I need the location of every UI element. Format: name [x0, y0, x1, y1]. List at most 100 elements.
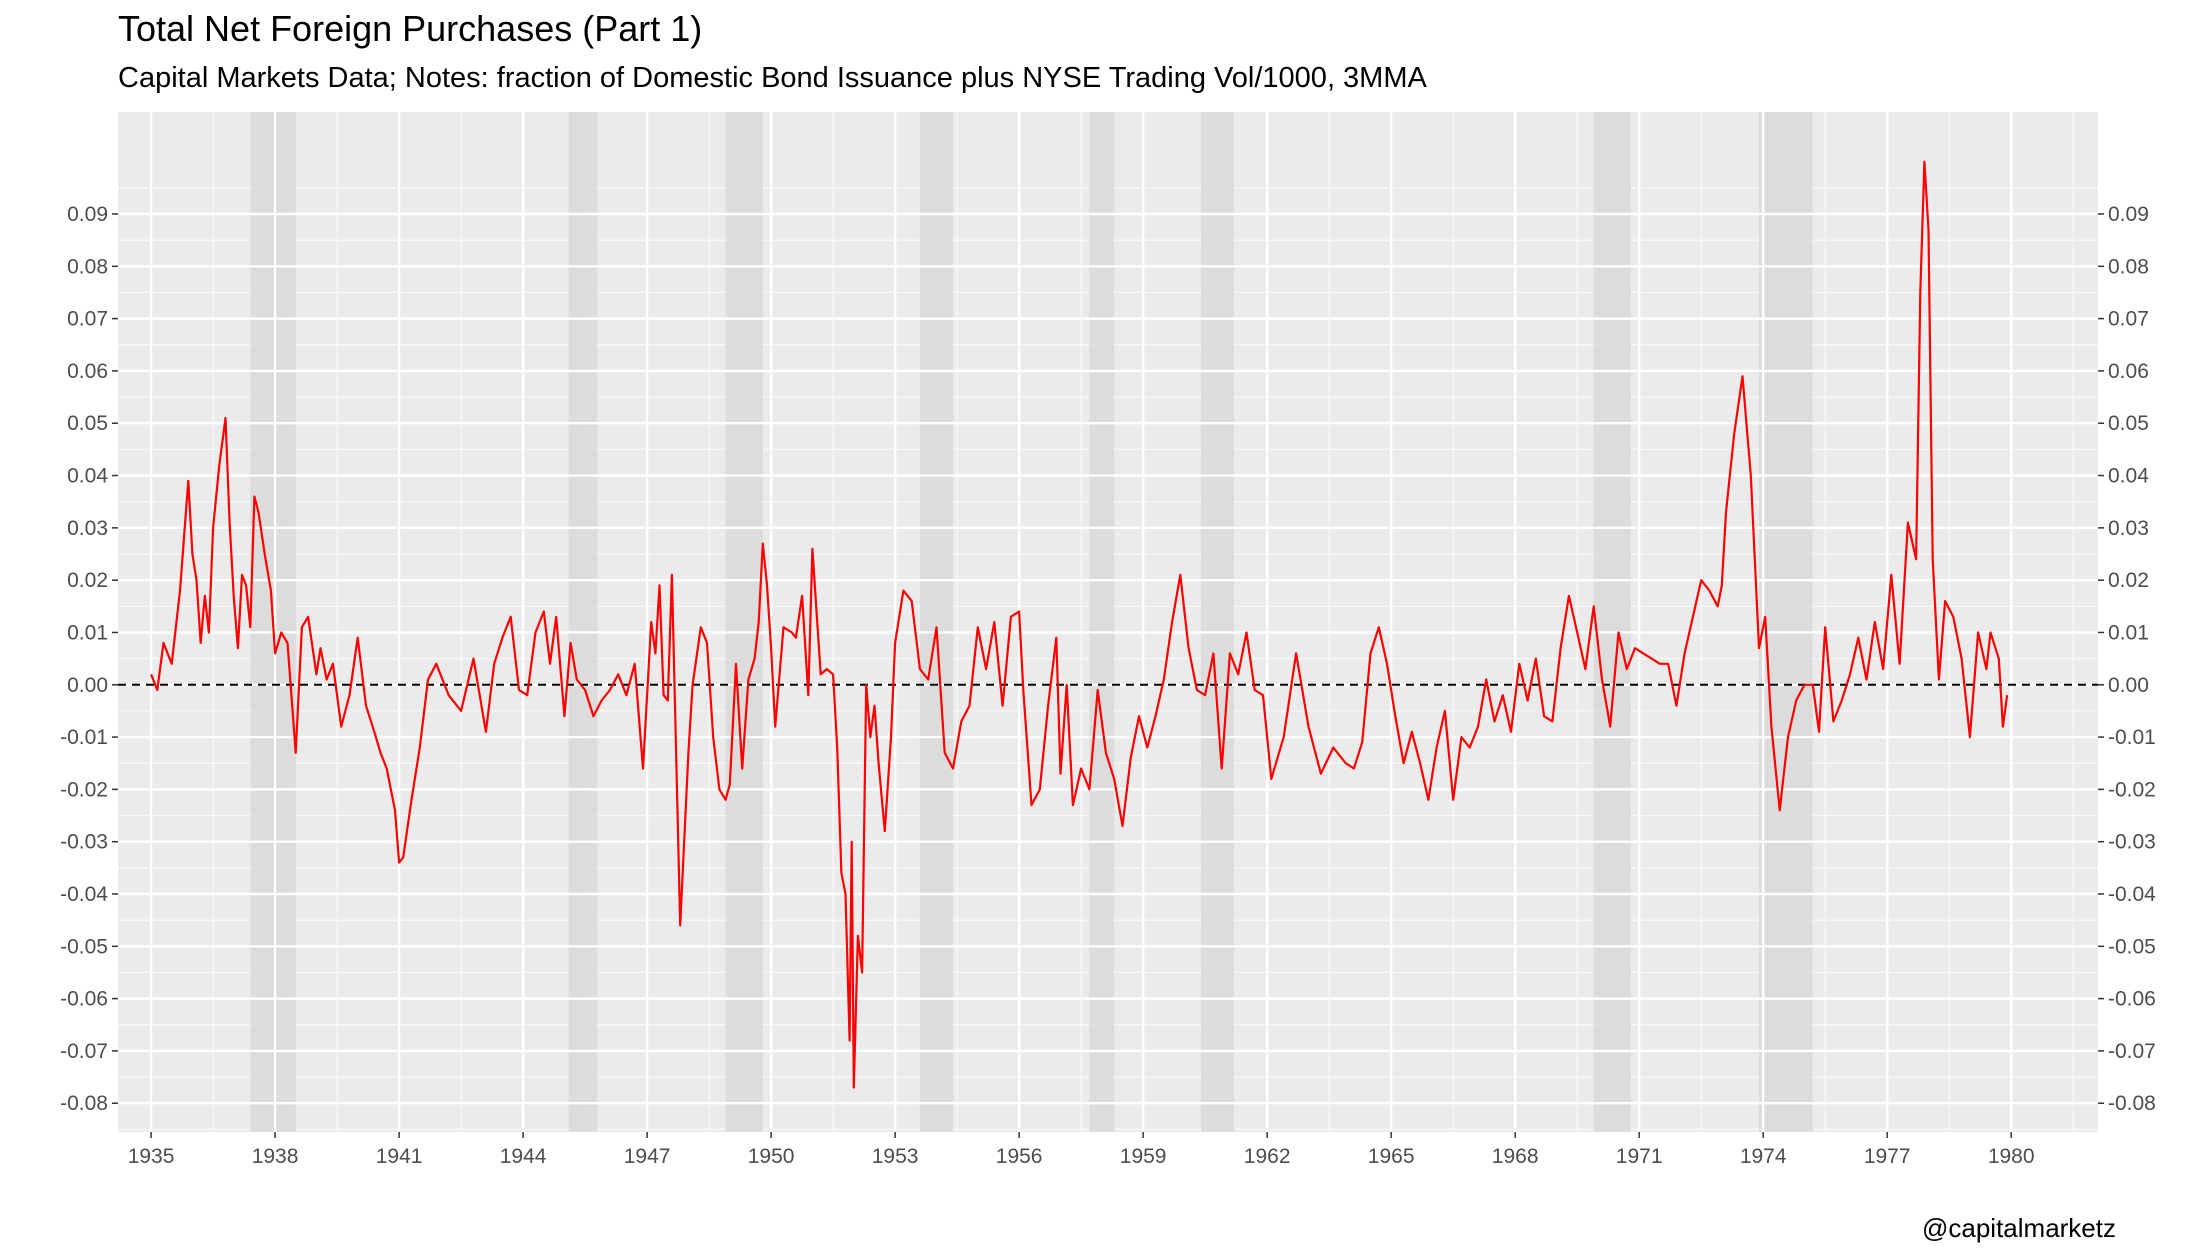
y-tick-right: -0.04: [2098, 883, 2156, 906]
y-tick-label: 0.02: [67, 569, 108, 592]
y-tick-label: 0.06: [67, 360, 108, 383]
y-tick-label: -0.02: [2108, 778, 2156, 801]
y-tick-label: -0.08: [60, 1092, 108, 1115]
y-tick-left: 0.06: [67, 360, 118, 383]
y-tick-label: 0.01: [67, 621, 108, 644]
x-tick: 1944: [500, 1132, 547, 1168]
y-tick-label: 0.06: [2108, 360, 2149, 383]
x-tick-label: 1938: [252, 1145, 299, 1168]
y-tick-left: -0.08: [60, 1092, 118, 1115]
x-tick: 1968: [1492, 1132, 1539, 1168]
y-tick-label: -0.07: [60, 1040, 108, 1063]
y-tick-right: 0.00: [2098, 674, 2149, 697]
y-tick-label: -0.02: [60, 778, 108, 801]
y-tick-left: 0.04: [67, 465, 118, 488]
y-tick-left: -0.03: [60, 831, 118, 854]
y-tick-right: -0.05: [2098, 935, 2156, 958]
chart-title: Total Net Foreign Purchases (Part 1): [118, 8, 703, 49]
x-tick-label: 1968: [1492, 1145, 1539, 1168]
y-tick-left: 0.00: [67, 674, 118, 697]
y-tick-label: 0.02: [2108, 569, 2149, 592]
y-tick-left: -0.02: [60, 778, 118, 801]
y-tick-label: 0.04: [67, 465, 108, 488]
y-tick-left: 0.01: [67, 621, 118, 644]
y-tick-right: 0.02: [2098, 569, 2149, 592]
y-tick-label: 0.07: [2108, 308, 2149, 331]
y-tick-left: -0.01: [60, 726, 118, 749]
y-tick-right: 0.08: [2098, 255, 2149, 278]
x-tick: 1962: [1244, 1132, 1291, 1168]
y-tick-label: 0.04: [2108, 465, 2149, 488]
y-tick-label: -0.06: [60, 988, 108, 1011]
y-tick-label: 0.03: [67, 517, 108, 540]
x-tick-label: 1971: [1616, 1145, 1663, 1168]
recession-band: [1089, 112, 1115, 1132]
recession-band: [919, 112, 953, 1132]
y-tick-right: 0.05: [2098, 412, 2149, 435]
y-tick-label: 0.05: [2108, 412, 2149, 435]
x-tick-label: 1980: [1988, 1145, 2035, 1168]
series-line: [150, 160, 2009, 1089]
y-axis-left: -0.08 -0.07 -0.06 -0.05 -0.04 -0.03 -0.02 -0.01…: [60, 203, 118, 1115]
x-tick: 1938: [252, 1132, 299, 1168]
x-tick: 1980: [1988, 1132, 2035, 1168]
y-tick-label: 0.09: [67, 203, 108, 226]
caption-handle: @capitalmarketz: [1921, 1213, 2116, 1243]
y-tick-right: -0.02: [2098, 778, 2156, 801]
y-tick-left: -0.04: [60, 883, 118, 906]
y-tick-label: -0.03: [60, 831, 108, 854]
y-tick-label: -0.01: [2108, 726, 2156, 749]
x-tick: 1935: [128, 1132, 175, 1168]
y-tick-label: -0.01: [60, 726, 108, 749]
y-tick-right: -0.01: [2098, 726, 2156, 749]
y-tick-label: 0.01: [2108, 621, 2149, 644]
x-tick-label: 1965: [1368, 1145, 1415, 1168]
x-tick: 1959: [1120, 1132, 1167, 1168]
y-tick-right: -0.07: [2098, 1040, 2156, 1063]
y-tick-label: -0.05: [2108, 935, 2156, 958]
major-gridlines: [118, 112, 2098, 1132]
y-tick-label: 0.07: [67, 308, 108, 331]
x-tick-label: 1941: [376, 1145, 423, 1168]
recession-shading: [250, 112, 1813, 1132]
y-tick-left: 0.05: [67, 412, 118, 435]
x-axis: 1935 1938 1941 1944 1947 1950 1953 1956 1959 1962…: [128, 1132, 2035, 1168]
y-tick-label: 0.05: [67, 412, 108, 435]
y-tick-label: -0.08: [2108, 1092, 2156, 1115]
x-tick: 1941: [376, 1132, 423, 1168]
y-tick-left: 0.03: [67, 517, 118, 540]
y-tick-right: 0.09: [2098, 203, 2149, 226]
y-tick-label: 0.03: [2108, 517, 2149, 540]
y-tick-right: 0.06: [2098, 360, 2149, 383]
recession-band: [725, 112, 763, 1132]
x-tick-label: 1977: [1864, 1145, 1911, 1168]
y-tick-right: -0.08: [2098, 1092, 2156, 1115]
y-axis-right: -0.08 -0.07 -0.06 -0.05 -0.04 -0.03 -0.02 -0.01…: [2098, 203, 2156, 1115]
x-tick: 1956: [996, 1132, 1042, 1168]
y-tick-left: 0.08: [67, 255, 118, 278]
x-tick: 1971: [1616, 1132, 1663, 1168]
y-tick-right: 0.04: [2098, 465, 2149, 488]
x-tick-label: 1944: [500, 1145, 547, 1168]
y-tick-label: 0.08: [67, 255, 108, 278]
y-tick-label: 0.00: [67, 674, 108, 697]
y-tick-label: -0.03: [2108, 831, 2156, 854]
y-tick-label: -0.05: [60, 935, 108, 958]
x-tick-label: 1974: [1740, 1145, 1787, 1168]
x-tick-label: 1950: [748, 1145, 795, 1168]
recession-band: [1201, 112, 1235, 1132]
y-tick-label: -0.07: [2108, 1040, 2156, 1063]
recession-band: [1593, 112, 1631, 1132]
recession-band: [1759, 112, 1813, 1132]
x-tick-label: 1959: [1120, 1145, 1167, 1168]
y-tick-left: 0.02: [67, 569, 118, 592]
x-tick-label: 1947: [624, 1145, 671, 1168]
y-tick-right: 0.07: [2098, 308, 2149, 331]
y-tick-left: 0.09: [67, 203, 118, 226]
y-tick-right: 0.01: [2098, 621, 2149, 644]
x-tick-label: 1935: [128, 1145, 175, 1168]
y-tick-label: -0.06: [2108, 988, 2156, 1011]
x-tick: 1947: [624, 1132, 671, 1168]
x-tick-label: 1953: [872, 1145, 919, 1168]
x-tick: 1977: [1864, 1132, 1911, 1168]
